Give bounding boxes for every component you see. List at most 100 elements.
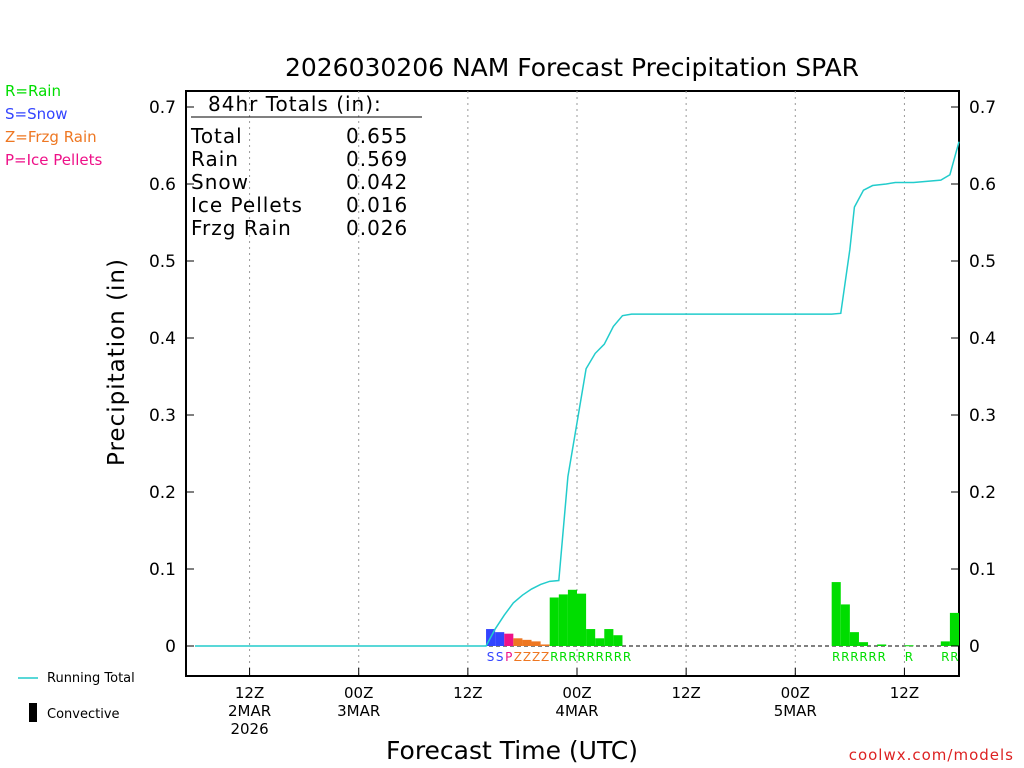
precip-type-letter: R xyxy=(605,650,613,664)
x-tick-label: 00Z xyxy=(781,684,810,702)
totals-row-value: 0.042 xyxy=(346,170,408,194)
y-tick-label-right: 0.4 xyxy=(969,329,996,349)
x-tick-label: 4MAR xyxy=(555,702,598,720)
running-total-legend-label: Running Total xyxy=(47,671,135,686)
precip-type-letter: R xyxy=(577,650,585,664)
precip-type-letter: R xyxy=(878,650,886,664)
precip-type-letter: S xyxy=(487,650,495,664)
precip-bar xyxy=(849,632,859,646)
precip-type-letter: R xyxy=(859,650,867,664)
type-legend-entry: R=Rain xyxy=(5,82,61,100)
x-tick-label: 2MAR xyxy=(228,702,271,720)
precip-bar xyxy=(567,589,577,646)
precip-type-letter: R xyxy=(850,650,858,664)
y-tick-label: 0.4 xyxy=(149,329,176,349)
type-legend-entry: Z=Frzg Rain xyxy=(5,128,97,146)
precip-bar xyxy=(613,635,623,646)
x-tick-label: 12Z xyxy=(235,684,264,702)
precip-type-letter: P xyxy=(505,650,512,664)
precip-type-letter: R xyxy=(832,650,840,664)
type-legend-entry: S=Snow xyxy=(5,105,68,123)
precip-type-letter: S xyxy=(496,650,504,664)
y-axis-title: Precipitation (in) xyxy=(104,258,130,466)
precip-bar xyxy=(522,639,532,646)
y-tick-label: 0.2 xyxy=(149,483,176,503)
y-tick-label: 0.3 xyxy=(149,406,176,426)
precip-type-letter: R xyxy=(905,650,913,664)
precip-bar xyxy=(549,597,559,646)
x-tick-label: 12Z xyxy=(890,684,919,702)
y-tick-label-right: 0 xyxy=(969,637,980,657)
x-tick-label: 2026 xyxy=(230,720,268,738)
y-tick-label-right: 0.2 xyxy=(969,483,996,503)
precip-bar xyxy=(558,594,568,646)
y-tick-label-right: 0.5 xyxy=(969,252,996,272)
precip-bar xyxy=(495,632,505,646)
precip-type-letter: R xyxy=(596,650,604,664)
y-tick-label: 0 xyxy=(165,637,176,657)
convective-legend-label: Convective xyxy=(47,707,120,722)
precip-type-letter: R xyxy=(568,650,576,664)
precip-bar xyxy=(513,638,523,646)
y-axis-left: 0 0.1 0.2 0.3 0.4 0.5 0.6 0.7 xyxy=(149,98,194,657)
totals-row-value: 0.016 xyxy=(346,193,408,217)
precip-type-legend: R=Rain S=Snow Z=Frzg Rain P=Ice Pellets xyxy=(5,82,102,169)
y-axis-right: 0 0.1 0.2 0.3 0.4 0.5 0.6 0.7 xyxy=(951,98,996,657)
totals-rows: Total 0.655 Rain 0.569 Snow 0.042 Ice Pellets 0… xyxy=(190,124,408,240)
totals-row-value: 0.655 xyxy=(346,124,408,148)
y-tick-label: 0.1 xyxy=(149,560,176,580)
totals-box: 84hr Totals (in): Total 0.655 Rain 0.569 Sno… xyxy=(190,92,422,240)
totals-heading: 84hr Totals (in): xyxy=(208,92,382,116)
precip-bar xyxy=(586,629,596,646)
y-tick-label: 0.7 xyxy=(149,98,176,118)
y-tick-label-right: 0.6 xyxy=(969,175,996,195)
series-legend: Running Total Convective xyxy=(18,671,135,722)
x-tick-label: 3MAR xyxy=(337,702,380,720)
y-tick-label: 0.5 xyxy=(149,252,176,272)
precip-bar xyxy=(877,644,887,646)
totals-row-value: 0.026 xyxy=(346,216,408,240)
precip-bar xyxy=(540,644,550,646)
y-tick-label-right: 0.1 xyxy=(969,560,996,580)
x-tick-label: 5MAR xyxy=(774,702,817,720)
y-tick-label-right: 0.7 xyxy=(969,98,996,118)
y-tick-label-right: 0.3 xyxy=(969,406,996,426)
precip-type-letter: Z xyxy=(514,650,522,664)
precip-type-letter: R xyxy=(586,650,594,664)
precip-type-letter: R xyxy=(559,650,567,664)
precip-bars xyxy=(486,582,959,647)
precip-type-letter: Z xyxy=(541,650,549,664)
totals-row-value: 0.569 xyxy=(346,147,408,171)
site-credit: coolwx.com/models xyxy=(849,746,1014,764)
precip-type-letter: R xyxy=(614,650,622,664)
vertical-gridlines xyxy=(249,91,905,676)
totals-row-label: Snow xyxy=(191,170,249,194)
precip-type-letter: Z xyxy=(532,650,540,664)
precip-bar xyxy=(604,629,614,646)
precip-type-letter: R xyxy=(950,650,958,664)
precip-bar xyxy=(840,604,850,646)
precip-type-letter: Z xyxy=(523,650,531,664)
precip-bar xyxy=(831,582,841,646)
precip-type-letter: R xyxy=(550,650,558,664)
precip-type-letter: R xyxy=(868,650,876,664)
precip-bar xyxy=(595,638,605,646)
x-tick-label: 00Z xyxy=(562,684,591,702)
precip-bar xyxy=(531,641,541,646)
precip-bar xyxy=(504,633,514,646)
precip-type-letter: R xyxy=(623,650,631,664)
type-legend-entry: P=Ice Pellets xyxy=(5,151,102,169)
chart-title: 2026030206 NAM Forecast Precipitation SP… xyxy=(285,53,859,82)
totals-row-label: Ice Pellets xyxy=(191,193,303,217)
precip-bar xyxy=(940,641,950,646)
totals-row-label: Rain xyxy=(191,147,239,171)
x-tick-label: 12Z xyxy=(671,684,700,702)
running-total-line xyxy=(195,141,960,647)
convective-legend-swatch xyxy=(29,703,37,722)
plot-frame xyxy=(185,90,960,677)
precip-bar xyxy=(949,612,959,646)
precip-type-letter: R xyxy=(941,650,949,664)
